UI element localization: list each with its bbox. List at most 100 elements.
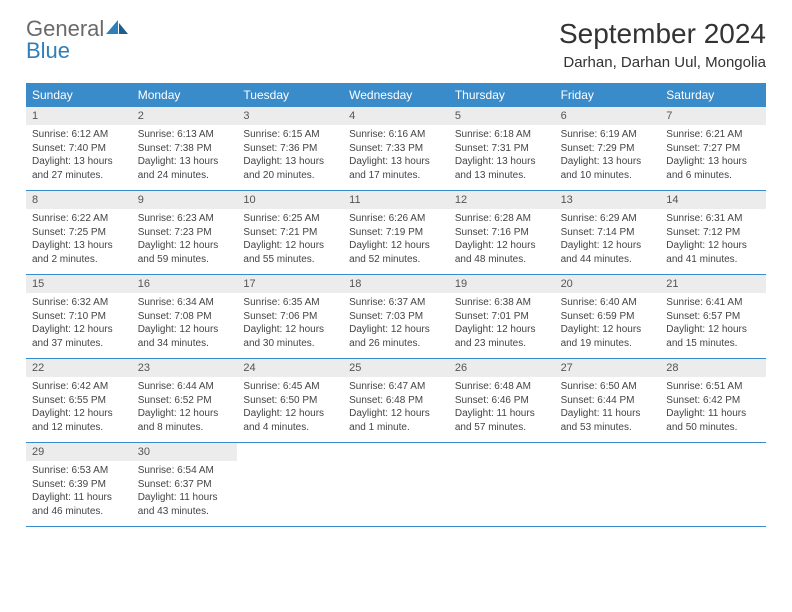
daylight-line2: and 46 minutes.: [32, 505, 126, 519]
sunset-text: Sunset: 6:48 PM: [349, 394, 443, 408]
sunset-text: Sunset: 6:39 PM: [32, 478, 126, 492]
daylight-line2: and 41 minutes.: [666, 253, 760, 267]
day-number: 18: [343, 275, 449, 293]
daylight-line2: and 26 minutes.: [349, 337, 443, 351]
day-number: 6: [555, 107, 661, 125]
sunrise-text: Sunrise: 6:18 AM: [455, 128, 549, 142]
daylight-line2: and 24 minutes.: [138, 169, 232, 183]
daylight-line2: and 17 minutes.: [349, 169, 443, 183]
day-cell: 25Sunrise: 6:47 AMSunset: 6:48 PMDayligh…: [343, 359, 449, 442]
day-info: Sunrise: 6:12 AMSunset: 7:40 PMDaylight:…: [26, 125, 132, 190]
sunset-text: Sunset: 7:19 PM: [349, 226, 443, 240]
sunset-text: Sunset: 7:21 PM: [243, 226, 337, 240]
day-number: 1: [26, 107, 132, 125]
day-cell-empty: [237, 443, 343, 526]
weekday-wednesday: Wednesday: [343, 83, 449, 107]
sunrise-text: Sunrise: 6:40 AM: [561, 296, 655, 310]
sunrise-text: Sunrise: 6:28 AM: [455, 212, 549, 226]
weekday-friday: Friday: [555, 83, 661, 107]
sunrise-text: Sunrise: 6:54 AM: [138, 464, 232, 478]
sunset-text: Sunset: 7:08 PM: [138, 310, 232, 324]
week-row: 29Sunrise: 6:53 AMSunset: 6:39 PMDayligh…: [26, 443, 766, 527]
day-cell: 16Sunrise: 6:34 AMSunset: 7:08 PMDayligh…: [132, 275, 238, 358]
sunrise-text: Sunrise: 6:35 AM: [243, 296, 337, 310]
day-cell: 10Sunrise: 6:25 AMSunset: 7:21 PMDayligh…: [237, 191, 343, 274]
day-number: 11: [343, 191, 449, 209]
day-number: 9: [132, 191, 238, 209]
daylight-line2: and 43 minutes.: [138, 505, 232, 519]
calendar: Sunday Monday Tuesday Wednesday Thursday…: [26, 83, 766, 527]
day-info: Sunrise: 6:23 AMSunset: 7:23 PMDaylight:…: [132, 209, 238, 274]
weekday-sunday: Sunday: [26, 83, 132, 107]
daylight-line1: Daylight: 13 hours: [32, 155, 126, 169]
daylight-line1: Daylight: 13 hours: [666, 155, 760, 169]
title-block: September 2024 Darhan, Darhan Uul, Mongo…: [559, 18, 766, 71]
calendar-body: 1Sunrise: 6:12 AMSunset: 7:40 PMDaylight…: [26, 107, 766, 527]
weekday-saturday: Saturday: [660, 83, 766, 107]
day-cell: 1Sunrise: 6:12 AMSunset: 7:40 PMDaylight…: [26, 107, 132, 190]
daylight-line2: and 12 minutes.: [32, 421, 126, 435]
day-number: 21: [660, 275, 766, 293]
day-info: Sunrise: 6:37 AMSunset: 7:03 PMDaylight:…: [343, 293, 449, 358]
day-number: 17: [237, 275, 343, 293]
daylight-line2: and 48 minutes.: [455, 253, 549, 267]
sunset-text: Sunset: 7:10 PM: [32, 310, 126, 324]
day-cell: 6Sunrise: 6:19 AMSunset: 7:29 PMDaylight…: [555, 107, 661, 190]
daylight-line1: Daylight: 12 hours: [32, 407, 126, 421]
sunrise-text: Sunrise: 6:26 AM: [349, 212, 443, 226]
day-cell: 4Sunrise: 6:16 AMSunset: 7:33 PMDaylight…: [343, 107, 449, 190]
weekday-thursday: Thursday: [449, 83, 555, 107]
sunrise-text: Sunrise: 6:16 AM: [349, 128, 443, 142]
day-number: 4: [343, 107, 449, 125]
daylight-line2: and 53 minutes.: [561, 421, 655, 435]
weekday-header: Sunday Monday Tuesday Wednesday Thursday…: [26, 83, 766, 107]
daylight-line1: Daylight: 12 hours: [666, 323, 760, 337]
day-cell: 24Sunrise: 6:45 AMSunset: 6:50 PMDayligh…: [237, 359, 343, 442]
daylight-line2: and 57 minutes.: [455, 421, 549, 435]
daylight-line1: Daylight: 12 hours: [666, 239, 760, 253]
daylight-line1: Daylight: 12 hours: [455, 323, 549, 337]
day-cell-empty: [660, 443, 766, 526]
sunrise-text: Sunrise: 6:32 AM: [32, 296, 126, 310]
sunrise-text: Sunrise: 6:45 AM: [243, 380, 337, 394]
sunset-text: Sunset: 7:33 PM: [349, 142, 443, 156]
sunset-text: Sunset: 7:03 PM: [349, 310, 443, 324]
daylight-line1: Daylight: 12 hours: [243, 239, 337, 253]
sunset-text: Sunset: 6:57 PM: [666, 310, 760, 324]
day-number: 13: [555, 191, 661, 209]
day-info: Sunrise: 6:29 AMSunset: 7:14 PMDaylight:…: [555, 209, 661, 274]
daylight-line1: Daylight: 11 hours: [561, 407, 655, 421]
sunset-text: Sunset: 6:59 PM: [561, 310, 655, 324]
daylight-line1: Daylight: 13 hours: [561, 155, 655, 169]
day-info: Sunrise: 6:16 AMSunset: 7:33 PMDaylight:…: [343, 125, 449, 190]
day-info: Sunrise: 6:51 AMSunset: 6:42 PMDaylight:…: [660, 377, 766, 442]
sunrise-text: Sunrise: 6:47 AM: [349, 380, 443, 394]
daylight-line2: and 30 minutes.: [243, 337, 337, 351]
day-info: Sunrise: 6:15 AMSunset: 7:36 PMDaylight:…: [237, 125, 343, 190]
daylight-line1: Daylight: 12 hours: [138, 323, 232, 337]
day-info: Sunrise: 6:34 AMSunset: 7:08 PMDaylight:…: [132, 293, 238, 358]
sunrise-text: Sunrise: 6:21 AM: [666, 128, 760, 142]
sunset-text: Sunset: 6:46 PM: [455, 394, 549, 408]
day-cell: 13Sunrise: 6:29 AMSunset: 7:14 PMDayligh…: [555, 191, 661, 274]
sunset-text: Sunset: 7:36 PM: [243, 142, 337, 156]
sunset-text: Sunset: 6:42 PM: [666, 394, 760, 408]
daylight-line1: Daylight: 13 hours: [455, 155, 549, 169]
day-info: Sunrise: 6:42 AMSunset: 6:55 PMDaylight:…: [26, 377, 132, 442]
day-number: 23: [132, 359, 238, 377]
logo-text-2: Blue: [26, 38, 70, 63]
day-info: Sunrise: 6:48 AMSunset: 6:46 PMDaylight:…: [449, 377, 555, 442]
daylight-line2: and 20 minutes.: [243, 169, 337, 183]
daylight-line2: and 50 minutes.: [666, 421, 760, 435]
day-number: 8: [26, 191, 132, 209]
daylight-line1: Daylight: 12 hours: [138, 239, 232, 253]
daylight-line1: Daylight: 11 hours: [455, 407, 549, 421]
week-row: 22Sunrise: 6:42 AMSunset: 6:55 PMDayligh…: [26, 359, 766, 443]
week-row: 8Sunrise: 6:22 AMSunset: 7:25 PMDaylight…: [26, 191, 766, 275]
day-info: Sunrise: 6:50 AMSunset: 6:44 PMDaylight:…: [555, 377, 661, 442]
day-cell: 7Sunrise: 6:21 AMSunset: 7:27 PMDaylight…: [660, 107, 766, 190]
daylight-line2: and 8 minutes.: [138, 421, 232, 435]
day-number: 19: [449, 275, 555, 293]
daylight-line2: and 13 minutes.: [455, 169, 549, 183]
sunset-text: Sunset: 7:01 PM: [455, 310, 549, 324]
